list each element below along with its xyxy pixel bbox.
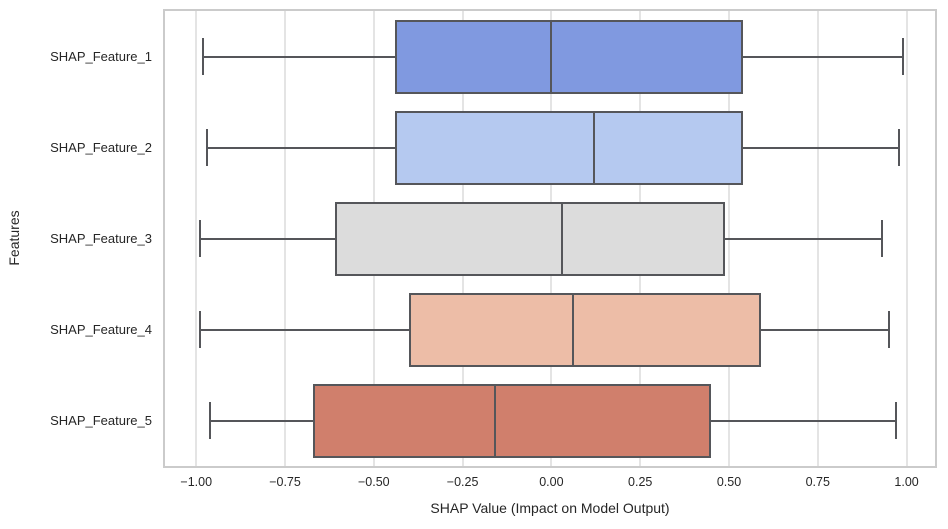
median-line <box>593 112 596 183</box>
plot-area <box>163 9 937 468</box>
median-line <box>571 294 574 365</box>
y-tick-label: SHAP_Feature_5 <box>50 412 152 428</box>
whisker-cap <box>198 220 201 257</box>
x-tick-label: −0.25 <box>446 475 479 489</box>
x-tick-label: 0.50 <box>716 475 742 489</box>
y-tick-label: SHAP_Feature_1 <box>50 48 152 64</box>
x-tick-labels: −1.00 −0.75 −0.50 −0.25 0.00 0.25 0.50 0.75 1.00 <box>163 474 937 492</box>
median-line <box>493 385 496 456</box>
x-tick-label: −1.00 <box>180 475 213 489</box>
y-tick-labels: SHAP_Feature_1 SHAP_Feature_2 SHAP_Feature… <box>0 9 152 468</box>
gridline <box>905 11 908 466</box>
x-tick-label: −0.50 <box>358 475 390 489</box>
y-tick-label: SHAP_Feature_3 <box>50 230 152 246</box>
box-SHAP_Feature_3 <box>334 201 726 276</box>
box-SHAP_Feature_1 <box>395 19 744 94</box>
y-tick-label: SHAP_Feature_4 <box>50 321 152 337</box>
x-tick-label: −0.75 <box>269 475 301 489</box>
median-line <box>550 21 553 92</box>
x-axis-label: SHAP Value (Impact on Model Output) <box>430 500 670 516</box>
whisker-cap <box>898 129 901 166</box>
x-tick-label: 0.75 <box>805 475 830 489</box>
median-line <box>561 203 564 274</box>
x-tick-label: 1.00 <box>894 475 919 489</box>
whisker-cap <box>205 129 208 166</box>
x-tick-label: 0.25 <box>628 475 653 489</box>
whisker-cap <box>202 38 205 75</box>
whisker-cap <box>902 38 905 75</box>
box-SHAP_Feature_2 <box>395 110 744 185</box>
whisker-cap <box>894 402 897 439</box>
whisker-cap <box>880 220 883 257</box>
whisker-cap <box>209 402 212 439</box>
whisker-cap <box>198 311 201 348</box>
box-SHAP_Feature_4 <box>409 292 761 367</box>
gridline <box>195 11 198 466</box>
x-tick-label: 0.00 <box>539 475 564 489</box>
whisker-cap <box>887 311 890 348</box>
y-tick-label: SHAP_Feature_2 <box>50 139 152 155</box>
box-SHAP_Feature_5 <box>313 383 712 458</box>
